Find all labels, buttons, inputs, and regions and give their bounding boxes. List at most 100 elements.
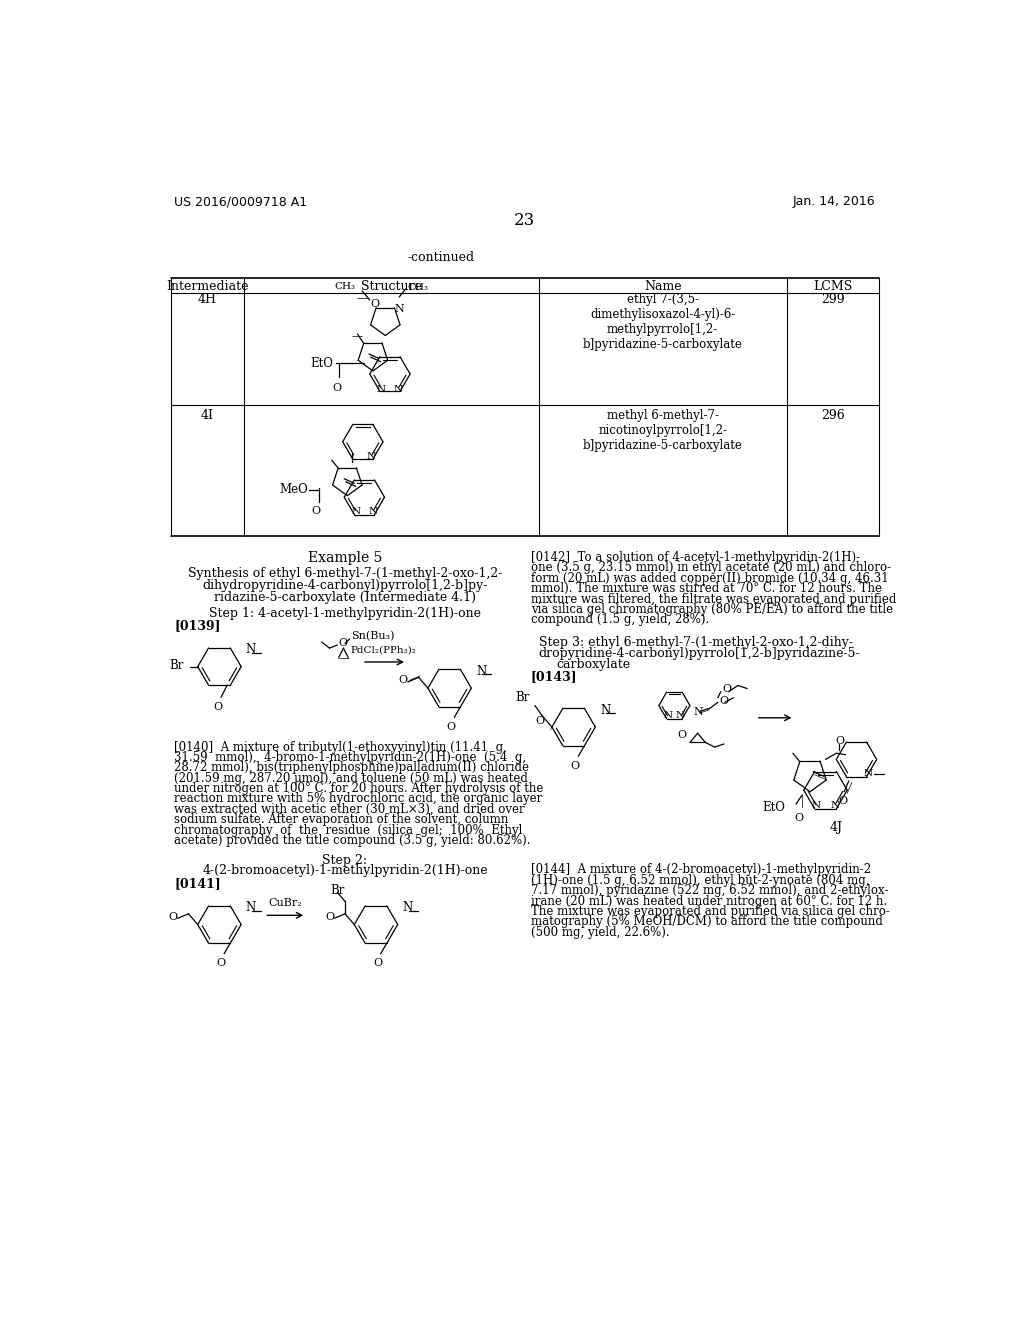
Text: 23: 23 xyxy=(514,213,536,230)
Text: O: O xyxy=(719,696,728,706)
Text: O: O xyxy=(535,715,544,726)
Text: US 2016/0009718 A1: US 2016/0009718 A1 xyxy=(174,195,307,209)
Text: 31.59  mmol),  4-bromo-1-methylpyridin-2(1H)-one  (5.4  g,: 31.59 mmol), 4-bromo-1-methylpyridin-2(1… xyxy=(174,751,526,764)
Text: sodium sulfate. After evaporation of the solvent, column: sodium sulfate. After evaporation of the… xyxy=(174,813,509,826)
Text: O: O xyxy=(168,912,177,921)
Text: N: N xyxy=(676,711,685,721)
Text: [0143]: [0143] xyxy=(531,671,578,682)
Text: form (20 mL) was added copper(II) bromide (10.34 g, 46.31: form (20 mL) was added copper(II) bromid… xyxy=(531,572,889,585)
Text: N: N xyxy=(246,902,256,915)
Text: 4I: 4I xyxy=(201,409,214,421)
Text: O: O xyxy=(213,702,222,711)
Text: mmol). The mixture was stirred at 70° C. for 12 hours. The: mmol). The mixture was stirred at 70° C.… xyxy=(531,582,882,595)
Text: Step 1: 4-acetyl-1-methylpyridin-2(1H)-one: Step 1: 4-acetyl-1-methylpyridin-2(1H)-o… xyxy=(209,607,481,619)
Text: compound (1.5 g, yield, 28%).: compound (1.5 g, yield, 28%). xyxy=(531,614,710,627)
Text: N: N xyxy=(402,902,413,915)
Text: Example 5: Example 5 xyxy=(308,552,382,565)
Text: Structure: Structure xyxy=(361,280,422,293)
Text: Br: Br xyxy=(330,884,344,896)
Text: CH₃: CH₃ xyxy=(335,282,356,292)
Text: [0144]  A mixture of 4-(2-bromoacetyl)-1-methylpyridin-2: [0144] A mixture of 4-(2-bromoacetyl)-1-… xyxy=(531,863,871,876)
Text: PdCl₂(PPh₃)₂: PdCl₂(PPh₃)₂ xyxy=(351,645,417,655)
Text: N: N xyxy=(812,801,821,810)
Text: O: O xyxy=(570,760,580,771)
Text: Step 3: ethyl 6-methyl-7-(1-methyl-2-oxo-1,2-dihy-: Step 3: ethyl 6-methyl-7-(1-methyl-2-oxo… xyxy=(539,636,853,649)
Text: -continued: -continued xyxy=(407,251,474,264)
Text: 299: 299 xyxy=(821,293,845,306)
Text: [0142]  To a solution of 4-acetyl-1-methylpyridin-2(1H)-: [0142] To a solution of 4-acetyl-1-methy… xyxy=(531,552,860,564)
Text: via silica gel chromatography (80% PE/EA) to afford the title: via silica gel chromatography (80% PE/EA… xyxy=(531,603,893,616)
Text: ridazine-5-carboxylate (Intermediate 4.1): ridazine-5-carboxylate (Intermediate 4.1… xyxy=(214,591,476,605)
Text: 4J: 4J xyxy=(829,821,843,834)
Text: EtO: EtO xyxy=(310,356,334,370)
Text: methyl 6-methyl-7-
nicotinoylpyrrolo[1,2-
b]pyridazine-5-carboxylate: methyl 6-methyl-7- nicotinoylpyrrolo[1,2… xyxy=(583,409,742,451)
Text: Jan. 14, 2016: Jan. 14, 2016 xyxy=(793,195,876,209)
Text: O: O xyxy=(835,735,844,746)
Text: N: N xyxy=(476,665,486,677)
Text: The mixture was evaporated and purified via silica gel chro-: The mixture was evaporated and purified … xyxy=(531,906,890,917)
Text: N: N xyxy=(693,706,702,717)
Text: N: N xyxy=(351,507,360,516)
Text: O: O xyxy=(398,676,408,685)
Text: N: N xyxy=(664,711,673,721)
Text: irane (20 mL) was heated under nitrogen at 60° C. for 12 h.: irane (20 mL) was heated under nitrogen … xyxy=(531,895,887,908)
Text: Br: Br xyxy=(169,659,183,672)
Text: Synthesis of ethyl 6-methyl-7-(1-methyl-2-oxo-1,2-: Synthesis of ethyl 6-methyl-7-(1-methyl-… xyxy=(187,566,502,579)
Text: Step 2:: Step 2: xyxy=(323,854,368,867)
Text: O: O xyxy=(678,730,687,739)
Text: (1H)-one (1.5 g, 6.52 mmol), ethyl but-2-ynoate (804 mg,: (1H)-one (1.5 g, 6.52 mmol), ethyl but-2… xyxy=(531,874,869,887)
Text: dihydropyridine-4-carbonyl)pyrrolo[1,2-b]py-: dihydropyridine-4-carbonyl)pyrrolo[1,2-b… xyxy=(203,578,487,591)
Text: chromatography  of  the  residue  (silica  gel;  100%  Ethyl: chromatography of the residue (silica ge… xyxy=(174,824,523,837)
Text: Name: Name xyxy=(644,280,682,293)
Text: LCMS: LCMS xyxy=(813,280,853,293)
Text: [0139]: [0139] xyxy=(174,619,221,632)
Text: Sn(Bu₃): Sn(Bu₃) xyxy=(351,631,394,642)
Text: dropyridine-4-carbonyl)pyrrolo[1,2-b]pyridazine-5-: dropyridine-4-carbonyl)pyrrolo[1,2-b]pyr… xyxy=(539,647,860,660)
Text: O: O xyxy=(838,796,847,807)
Text: N: N xyxy=(377,384,386,393)
Text: N: N xyxy=(394,384,403,393)
Text: mixture was filtered, the filtrate was evaporated and purified: mixture was filtered, the filtrate was e… xyxy=(531,593,896,606)
Text: O: O xyxy=(339,639,348,648)
Text: [0140]  A mixture of tributyl(1-ethoxyvinyl)tin (11.41  g,: [0140] A mixture of tributyl(1-ethoxyvin… xyxy=(174,741,507,754)
Text: O: O xyxy=(373,958,382,969)
Text: N: N xyxy=(369,507,378,516)
Text: —: — xyxy=(356,293,368,304)
Text: O: O xyxy=(795,813,804,824)
Text: carboxylate: carboxylate xyxy=(556,657,630,671)
Text: —: — xyxy=(351,331,362,341)
Text: N: N xyxy=(367,451,376,461)
Text: EtO: EtO xyxy=(762,801,785,813)
Text: reaction mixture with 5% hydrochloric acid, the organic layer: reaction mixture with 5% hydrochloric ac… xyxy=(174,792,543,805)
Text: N: N xyxy=(830,801,840,810)
Text: MeO: MeO xyxy=(280,483,308,496)
Text: N: N xyxy=(600,704,610,717)
Text: under nitrogen at 100° C. for 20 hours. After hydrolysis of the: under nitrogen at 100° C. for 20 hours. … xyxy=(174,781,544,795)
Text: matography (5% MeOH/DCM) to afford the title compound: matography (5% MeOH/DCM) to afford the t… xyxy=(531,915,883,928)
Text: Br: Br xyxy=(515,692,529,705)
Text: (500 mg, yield, 22.6%).: (500 mg, yield, 22.6%). xyxy=(531,925,670,939)
Text: CH₃: CH₃ xyxy=(407,284,428,292)
Text: [0141]: [0141] xyxy=(174,876,221,890)
Text: (201.59 mg, 287.20 μmol), and toluene (50 mL) was heated: (201.59 mg, 287.20 μmol), and toluene (5… xyxy=(174,772,528,784)
Text: 28.72 mmol), bis(triphenylphosphine)palladium(II) chloride: 28.72 mmol), bis(triphenylphosphine)pall… xyxy=(174,762,529,775)
Text: 7.17 mmol), pyridazine (522 mg, 6.52 mmol), and 2-ethylox-: 7.17 mmol), pyridazine (522 mg, 6.52 mmo… xyxy=(531,884,889,898)
Text: O: O xyxy=(333,383,342,393)
Text: 296: 296 xyxy=(821,409,845,421)
Text: O: O xyxy=(311,507,321,516)
Text: one (3.5 g, 23.15 mmol) in ethyl acetate (20 mL) and chloro-: one (3.5 g, 23.15 mmol) in ethyl acetate… xyxy=(531,561,891,574)
Text: N: N xyxy=(246,643,256,656)
Text: ethyl 7-(3,5-
dimethylisoxazol-4-yl)-6-
methylpyrrolo[1,2-
b]pyridazine-5-carbox: ethyl 7-(3,5- dimethylisoxazol-4-yl)-6- … xyxy=(583,293,742,351)
Text: was extracted with acetic ether (30 mL×3), and dried over: was extracted with acetic ether (30 mL×3… xyxy=(174,803,525,816)
Text: O: O xyxy=(216,958,225,969)
Text: O: O xyxy=(325,912,334,921)
Text: 4H: 4H xyxy=(198,293,217,306)
Text: 4-(2-bromoacetyl)-1-methylpyridin-2(1H)-one: 4-(2-bromoacetyl)-1-methylpyridin-2(1H)-… xyxy=(202,865,487,878)
Text: O: O xyxy=(446,722,456,733)
Text: O: O xyxy=(370,298,379,309)
Text: N: N xyxy=(863,770,872,779)
Text: Intermediate: Intermediate xyxy=(166,280,249,293)
Text: O: O xyxy=(722,684,731,693)
Text: CuBr₂: CuBr₂ xyxy=(268,898,302,908)
Text: N: N xyxy=(394,305,404,314)
